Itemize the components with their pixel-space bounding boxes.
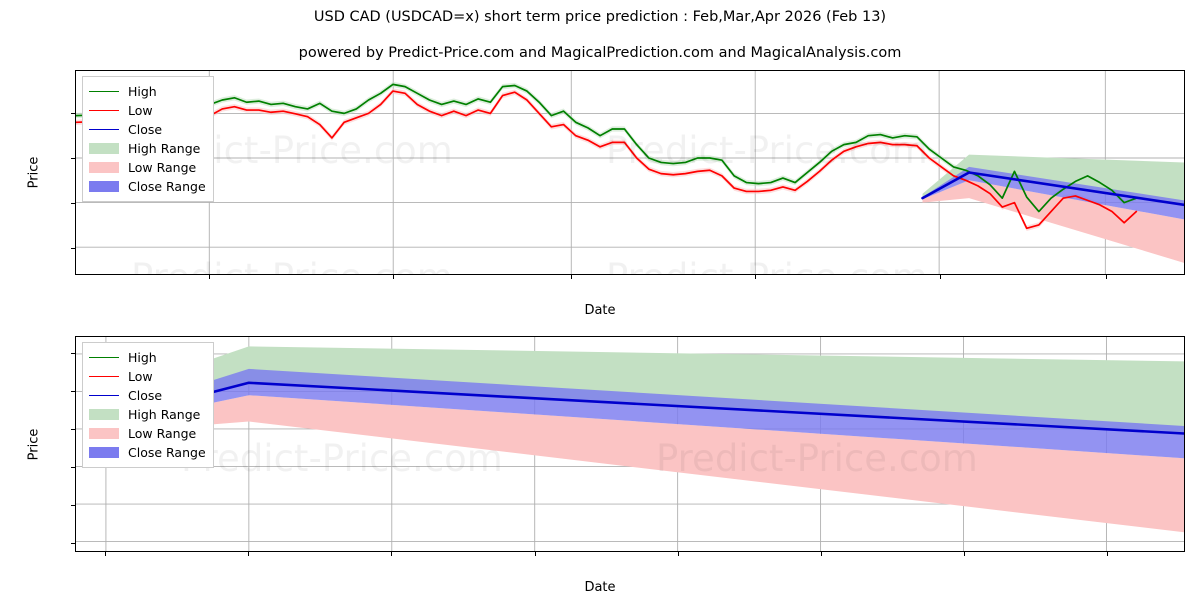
forecast-detail-chart-panel: Predict-Price.com Predict-Price.com Pric… (0, 320, 1200, 600)
legend-key-low (89, 371, 119, 383)
x-tick-mark (821, 552, 822, 556)
x-tick-mark (755, 275, 756, 279)
x-tick-mark (209, 275, 210, 279)
legend-item-high-range[interactable]: High Range (89, 139, 206, 158)
x-tick-mark (940, 275, 941, 279)
legend-item-close[interactable]: Close (89, 386, 206, 405)
overview-x-axis-label: Date (0, 303, 1200, 318)
legend-item-low-range[interactable]: Low Range (89, 158, 206, 177)
legend-key-high-range (89, 143, 119, 154)
legend-label: Close Range (128, 446, 206, 460)
x-tick-mark (391, 552, 392, 556)
legend-item-high[interactable]: High (89, 348, 206, 367)
y-tick-mark (71, 391, 75, 392)
forecast-detail-y-axis-label: Price (27, 405, 42, 485)
y-tick-mark (71, 248, 75, 249)
forecast-detail-x-axis-label: Date (0, 580, 1200, 595)
legend-label: High (128, 85, 157, 99)
overview-legend: High Low Close High Range Low Range Close Ran… (82, 76, 214, 202)
legend-key-low (89, 105, 119, 117)
legend-item-low[interactable]: Low (89, 101, 206, 120)
overview-y-axis-label: Price (27, 133, 42, 213)
legend-key-high (89, 352, 119, 364)
forecast-detail-plot-svg (76, 337, 1184, 551)
legend-item-high[interactable]: High (89, 82, 206, 101)
chart-figure: USD CAD (USDCAD=x) short term price pred… (0, 0, 1200, 600)
legend-item-close[interactable]: Close (89, 120, 206, 139)
y-tick-mark (71, 353, 75, 354)
x-tick-mark (248, 552, 249, 556)
forecast-detail-legend: High Low Close High Range Low Range Close Ran… (82, 342, 214, 468)
x-tick-mark (571, 275, 572, 279)
y-tick-mark (71, 429, 75, 430)
legend-item-low-range[interactable]: Low Range (89, 424, 206, 443)
y-tick-mark (71, 543, 75, 544)
legend-label: Low (128, 370, 153, 384)
legend-item-low[interactable]: Low (89, 367, 206, 386)
legend-label: High Range (128, 142, 200, 156)
legend-key-low-range (89, 162, 119, 173)
forecast-detail-plot-area: Predict-Price.com Predict-Price.com (75, 336, 1185, 552)
legend-label: Close (128, 389, 162, 403)
y-tick-mark (71, 158, 75, 159)
legend-label: Low Range (128, 427, 196, 441)
y-tick-mark (71, 203, 75, 204)
overview-chart-panel: Predict-Price.com Predict-Price.com Pred… (0, 0, 1200, 320)
legend-key-close (89, 124, 119, 136)
legend-item-high-range[interactable]: High Range (89, 405, 206, 424)
legend-key-low-range (89, 428, 119, 439)
y-tick-mark (71, 505, 75, 506)
legend-label: Close (128, 123, 162, 137)
legend-label: Close Range (128, 180, 206, 194)
overview-plot-svg (76, 71, 1184, 274)
x-tick-mark (1107, 552, 1108, 556)
legend-item-close-range[interactable]: Close Range (89, 443, 206, 462)
x-tick-mark (678, 552, 679, 556)
legend-label: High Range (128, 408, 200, 422)
x-tick-mark (105, 552, 106, 556)
legend-key-close-range (89, 447, 119, 458)
legend-key-close (89, 390, 119, 402)
x-tick-mark (393, 275, 394, 279)
legend-label: High (128, 351, 157, 365)
y-tick-mark (71, 113, 75, 114)
legend-key-high (89, 86, 119, 98)
x-tick-mark (964, 552, 965, 556)
overview-plot-area: Predict-Price.com Predict-Price.com Pred… (75, 70, 1185, 275)
x-tick-mark (535, 552, 536, 556)
legend-item-close-range[interactable]: Close Range (89, 177, 206, 196)
legend-label: Low (128, 104, 153, 118)
legend-key-close-range (89, 181, 119, 192)
y-tick-mark (71, 467, 75, 468)
legend-key-high-range (89, 409, 119, 420)
legend-label: Low Range (128, 161, 196, 175)
x-tick-mark (1106, 275, 1107, 279)
